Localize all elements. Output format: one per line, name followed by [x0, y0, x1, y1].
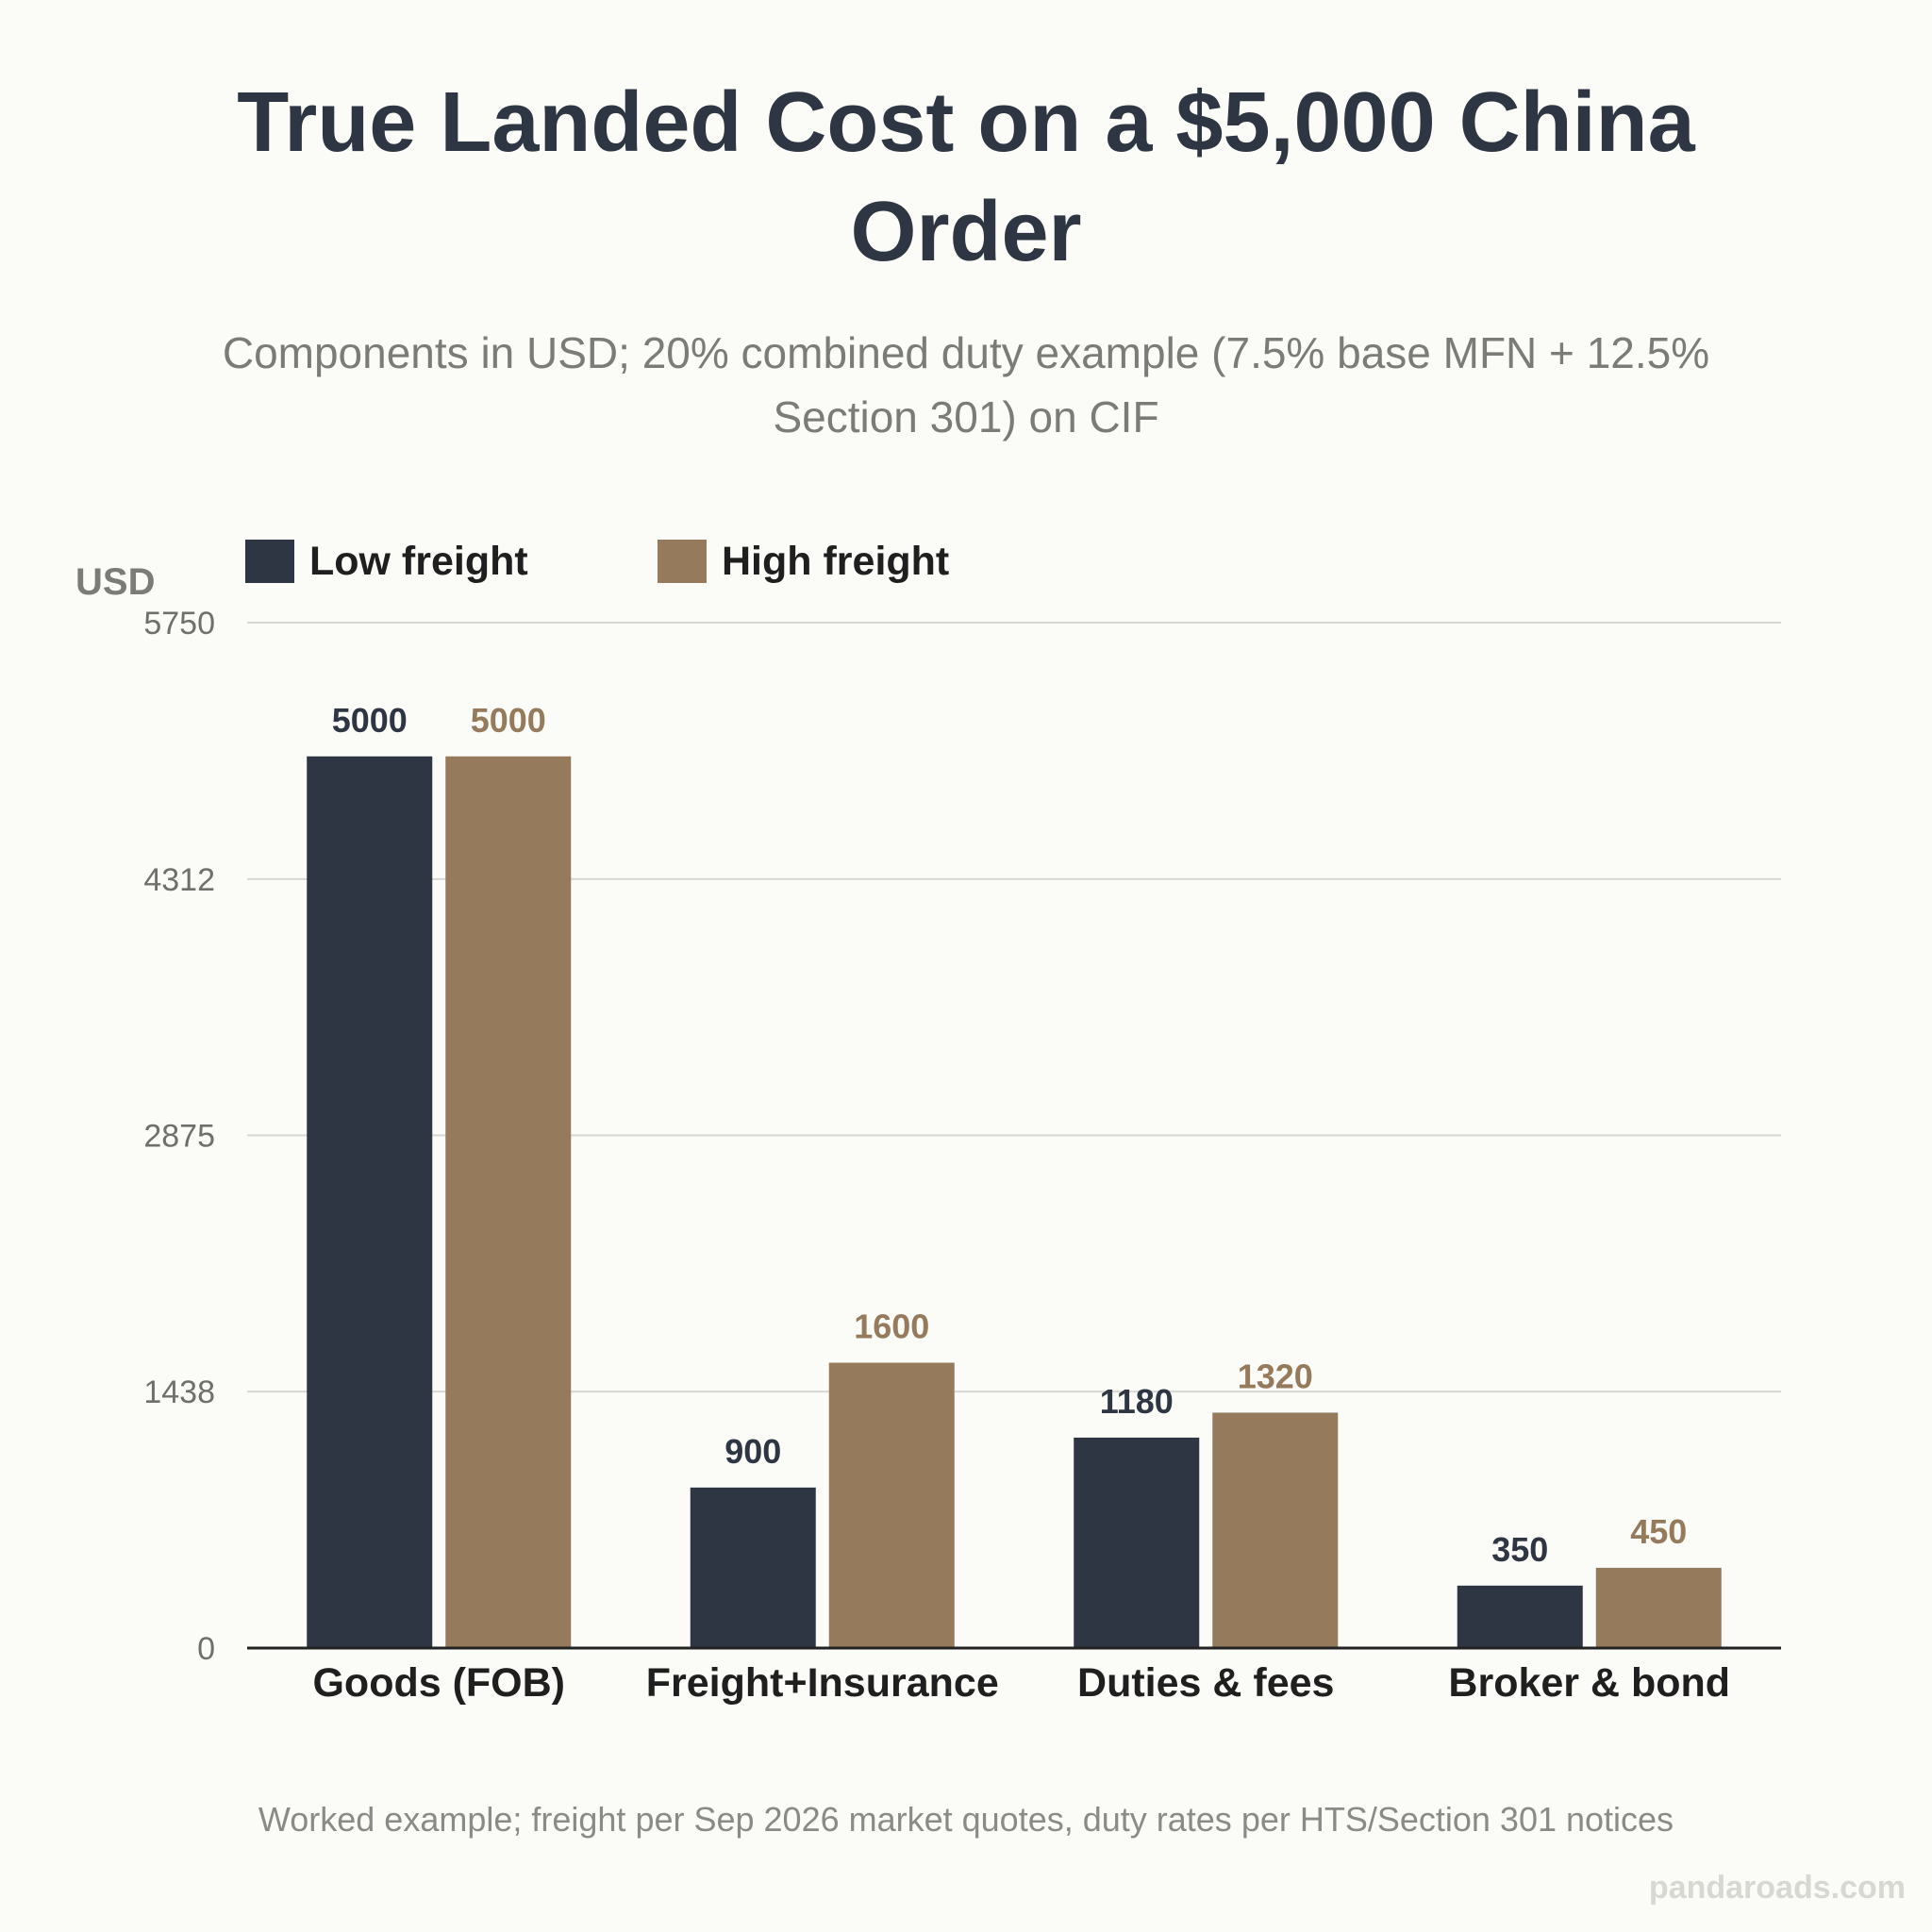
bar-high-freight — [828, 1362, 955, 1648]
bar-high-freight — [445, 756, 572, 1648]
chart-subtitle: Components in USD; 20% combined duty exa… — [222, 328, 1710, 441]
bar-low-freight — [1074, 1437, 1200, 1648]
data-label-high-freight: 1600 — [854, 1307, 929, 1346]
y-tick-label: 2875 — [143, 1119, 215, 1155]
y-tick-label: 5750 — [143, 606, 215, 641]
data-label-low-freight: 350 — [1491, 1530, 1548, 1569]
bar-low-freight — [690, 1487, 816, 1648]
y-tick-label: 1438 — [143, 1374, 215, 1410]
x-tick-label: Goods (FOB) — [312, 1660, 565, 1706]
x-tick-label: Freight+Insurance — [646, 1660, 999, 1706]
legend-label-low-freight: Low freight — [309, 538, 528, 584]
chart-title: True Landed Cost on a $5,000 China Order — [237, 75, 1695, 279]
bar-low-freight — [307, 756, 433, 1648]
footnote: Worked example; freight per Sep 2026 mar… — [258, 1800, 1674, 1839]
legend-item-high-freight: High freight — [658, 538, 950, 584]
legend-swatch-high-freight — [658, 540, 707, 583]
bar-high-freight — [1212, 1412, 1339, 1648]
bar-high-freight — [1595, 1567, 1722, 1648]
data-label-low-freight: 1180 — [1100, 1382, 1174, 1421]
data-label-high-freight: 1320 — [1238, 1357, 1313, 1395]
y-tick-label: 0 — [197, 1631, 215, 1667]
y-axis-label: USD — [75, 561, 155, 603]
data-label-low-freight: 5000 — [332, 701, 408, 740]
data-label-high-freight: 5000 — [471, 701, 546, 740]
data-label-high-freight: 450 — [1630, 1512, 1687, 1551]
legend-swatch-low-freight — [245, 540, 294, 583]
x-tick-label: Broker & bond — [1448, 1660, 1730, 1706]
legend-item-low-freight: Low freight — [245, 538, 528, 584]
y-tick-label: 4312 — [143, 862, 215, 898]
data-label-low-freight: 900 — [724, 1432, 781, 1471]
watermark: pandaroads.com — [1648, 1870, 1906, 1906]
x-tick-label: Duties & fees — [1077, 1660, 1334, 1706]
legend-label-high-freight: High freight — [722, 538, 950, 584]
bar-low-freight — [1457, 1585, 1583, 1648]
